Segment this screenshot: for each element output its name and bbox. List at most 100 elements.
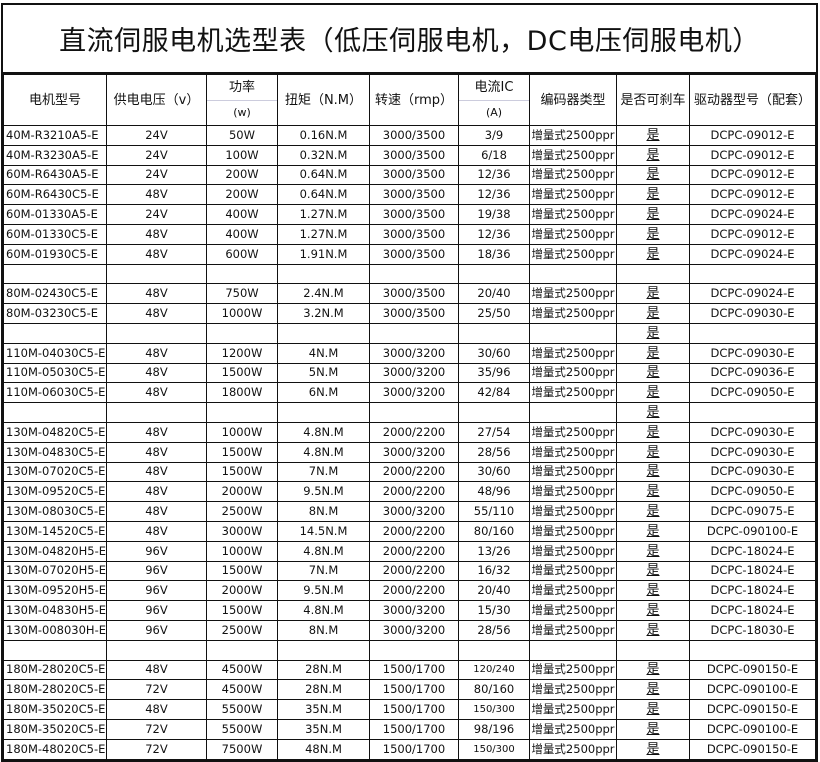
cell-speed: 2000/2200 — [369, 580, 459, 602]
cell-encoder: 增量式2500ppr — [529, 125, 617, 146]
header-encoder: 编码器类型 — [529, 74, 617, 126]
cell-speed: 3000/3200 — [369, 501, 459, 522]
header-power: 功率 (w) — [206, 74, 278, 126]
cell-brake: 是 — [616, 223, 690, 245]
table-row: 是 — [3, 322, 816, 344]
cell-speed: 1500/1700 — [369, 659, 459, 681]
cell-speed: 1500/1700 — [369, 679, 459, 701]
cell-current: 30/60 — [458, 342, 530, 364]
cell-voltage: 48V — [106, 421, 207, 443]
cell-voltage: 24V — [106, 144, 207, 166]
cell-driver: DCPC-090100-E — [689, 679, 816, 701]
cell-torque: 4.8N.M — [277, 421, 370, 443]
cell-encoder: 增量式2500ppr — [529, 619, 617, 641]
table-row: 130M-04830H5-E 96V 1500W 4.8N.M 3000/3200 15/… — [3, 600, 816, 621]
cell-brake: 是 — [616, 481, 690, 503]
cell-speed: 3000/3500 — [369, 125, 459, 146]
table-row: 130M-04820C5-E 48V 1000W 4.8N.M 2000/2200 27/… — [3, 421, 816, 443]
cell-voltage: 48V — [106, 223, 207, 245]
cell-power: 3000W — [206, 520, 278, 542]
cell-torque: 48N.M — [277, 738, 370, 760]
cell-power — [206, 322, 278, 344]
cell-driver — [689, 263, 816, 285]
cell-current: 42/84 — [458, 382, 530, 404]
header-driver: 驱动器型号（配套） — [689, 74, 816, 126]
cell-voltage: 48V — [106, 243, 207, 265]
cell-encoder: 增量式2500ppr — [529, 184, 617, 206]
cell-speed: 3000/3200 — [369, 441, 459, 463]
cell-power: 4500W — [206, 659, 278, 681]
cell-model: 40M-R3230A5-E — [3, 144, 107, 166]
table-row: 80M-02430C5-E 48V 750W 2.4N.M 3000/3500 20/40… — [3, 283, 816, 305]
cell-voltage — [106, 402, 207, 423]
cell-power: 1500W — [206, 461, 278, 483]
cell-voltage: 48V — [106, 699, 207, 720]
table-body: 40M-R3210A5-E 24V 50W 0.16N.M 3000/3500 3/9 增量… — [3, 125, 816, 760]
cell-power: 100W — [206, 144, 278, 166]
cell-model: 130M-09520C5-E — [3, 481, 107, 503]
cell-current: 55/110 — [458, 501, 530, 522]
cell-power: 1500W — [206, 560, 278, 582]
table-row: 180M-28020C5-E 72V 4500W 28N.M 1500/1700 80/1… — [3, 679, 816, 701]
cell-driver: DCPC-09024-E — [689, 243, 816, 265]
cell-encoder: 增量式2500ppr — [529, 342, 617, 364]
cell-voltage: 48V — [106, 501, 207, 522]
cell-torque: 28N.M — [277, 679, 370, 701]
header-current-unit: (A) — [485, 106, 503, 120]
cell-torque: 3.2N.M — [277, 303, 370, 324]
cell-encoder: 增量式2500ppr — [529, 144, 617, 166]
cell-power: 400W — [206, 204, 278, 225]
cell-power: 2000W — [206, 580, 278, 602]
cell-current: 48/96 — [458, 481, 530, 503]
cell-encoder: 增量式2500ppr — [529, 382, 617, 404]
cell-encoder: 增量式2500ppr — [529, 481, 617, 503]
cell-voltage: 48V — [106, 283, 207, 305]
cell-encoder: 增量式2500ppr — [529, 679, 617, 701]
cell-model: 130M-08030C5-E — [3, 501, 107, 522]
cell-power: 1800W — [206, 382, 278, 404]
cell-encoder: 增量式2500ppr — [529, 738, 617, 760]
cell-encoder: 增量式2500ppr — [529, 283, 617, 305]
cell-driver: DCPC-09030-E — [689, 461, 816, 483]
cell-model: 180M-35020C5-E — [3, 699, 107, 720]
cell-speed: 3000/3200 — [369, 362, 459, 384]
cell-current — [458, 402, 530, 423]
cell-current: 6/18 — [458, 144, 530, 166]
cell-driver: DCPC-09024-E — [689, 204, 816, 225]
cell-brake: 是 — [616, 699, 690, 720]
cell-driver: DCPC-090150-E — [689, 659, 816, 681]
cell-driver: DCPC-09012-E — [689, 164, 816, 186]
cell-power: 5500W — [206, 718, 278, 740]
cell-encoder: 增量式2500ppr — [529, 580, 617, 602]
cell-brake: 是 — [616, 382, 690, 404]
header-row: 电机型号 供电电压（v） 功率 (w) 扭矩（N.M） 转速（rmp） 电流IC (… — [3, 74, 816, 126]
cell-current: 80/160 — [458, 520, 530, 542]
table-row: 60M-01930C5-E 48V 600W 1.91N.M 3000/3500 18/3… — [3, 243, 816, 265]
cell-current: 80/160 — [458, 679, 530, 701]
cell-voltage: 48V — [106, 659, 207, 681]
cell-power: 2500W — [206, 619, 278, 641]
cell-brake: 是 — [616, 421, 690, 443]
cell-power — [206, 639, 278, 661]
cell-power: 50W — [206, 125, 278, 146]
cell-driver: DCPC-18024-E — [689, 540, 816, 562]
cell-model: 180M-35020C5-E — [3, 718, 107, 740]
cell-speed: 3000/3200 — [369, 342, 459, 364]
cell-encoder: 增量式2500ppr — [529, 204, 617, 225]
cell-driver: DCPC-18030-E — [689, 619, 816, 641]
cell-brake: 是 — [616, 441, 690, 463]
cell-encoder: 增量式2500ppr — [529, 362, 617, 384]
cell-model: 130M-008030H-E — [3, 619, 107, 641]
cell-driver: DCPC-09024-E — [689, 283, 816, 305]
table-row: 130M-04820H5-E 96V 1000W 4.8N.M 2000/2200 13/… — [3, 540, 816, 562]
table-row: 110M-05030C5-E 48V 1500W 5N.M 3000/3200 35/96… — [3, 362, 816, 384]
header-model: 电机型号 — [3, 74, 107, 126]
table-row: 110M-06030C5-E 48V 1800W 6N.M 3000/3200 42/84… — [3, 382, 816, 404]
cell-encoder: 增量式2500ppr — [529, 501, 617, 522]
cell-power: 400W — [206, 223, 278, 245]
cell-current: 150/300 — [458, 738, 530, 760]
cell-voltage: 48V — [106, 342, 207, 364]
cell-model: 130M-04820H5-E — [3, 540, 107, 562]
cell-model: 130M-14520C5-E — [3, 520, 107, 542]
cell-brake: 是 — [616, 619, 690, 641]
